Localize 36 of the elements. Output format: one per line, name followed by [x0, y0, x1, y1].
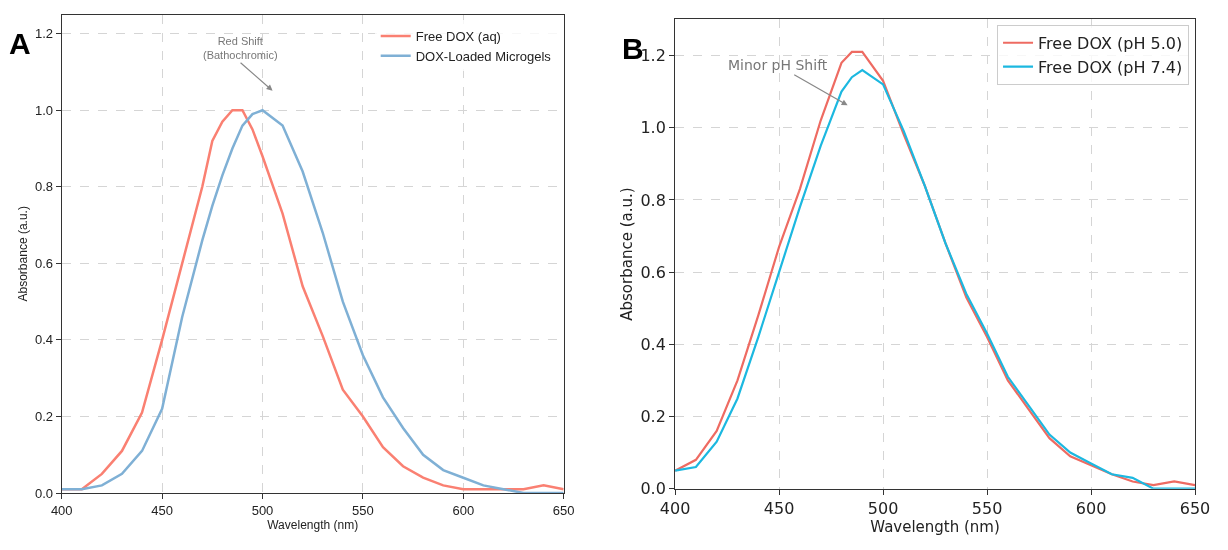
y-tick-label: 0.0: [640, 479, 666, 499]
legend-label: Free DOX (pH 7.4): [1038, 57, 1183, 77]
x-tick-label: 450: [151, 502, 173, 518]
y-tick-label: 0.0: [35, 485, 54, 501]
annotation: Red Shift (Bathochromic): [203, 35, 278, 62]
x-tick-label: 550: [971, 498, 1003, 518]
x-tick-label: 450: [763, 498, 795, 518]
legend-label: Free DOX (pH 5.0): [1038, 33, 1183, 53]
y-tick-label: 1.0: [640, 118, 666, 138]
legend-label: Free DOX (aq): [415, 29, 501, 44]
x-tick-label: 600: [452, 502, 475, 518]
x-tick-label: 650: [552, 502, 575, 518]
x-tick-label: 400: [659, 498, 691, 518]
x-tick-label: 550: [352, 502, 374, 518]
y-tick-label: 0.6: [640, 262, 666, 282]
y-tick-label: 0.4: [640, 334, 666, 354]
x-tick-label: 500: [867, 498, 899, 518]
x-tick-label: 400: [50, 502, 73, 518]
x-tick-label: 600: [1075, 498, 1107, 518]
x-tick-label: 500: [251, 502, 274, 518]
y-axis-title: Absorbance (a.u.): [16, 206, 31, 302]
x-axis-title: Wavelength (nm): [267, 517, 359, 532]
y-tick-label: 0.2: [640, 407, 666, 427]
y-tick-label: 0.2: [35, 409, 54, 425]
x-tick-label: 650: [1179, 498, 1211, 518]
y-tick-label: 1.2: [35, 26, 54, 42]
text: A: [9, 27, 31, 60]
y-tick-label: 0.8: [640, 190, 666, 210]
y-tick-label: 1.0: [35, 102, 54, 118]
x-axis-title: Wavelength (nm): [870, 517, 1000, 536]
y-tick-label: 0.4: [35, 332, 54, 348]
y-tick-label: 0.6: [35, 255, 54, 271]
legend-label: DOX-Loaded Microgels: [415, 48, 552, 64]
annotation: Minor pH Shift: [728, 57, 828, 73]
y-tick-label: 0.8: [35, 179, 54, 195]
y-axis-title: Absorbance (a.u.): [617, 187, 636, 321]
